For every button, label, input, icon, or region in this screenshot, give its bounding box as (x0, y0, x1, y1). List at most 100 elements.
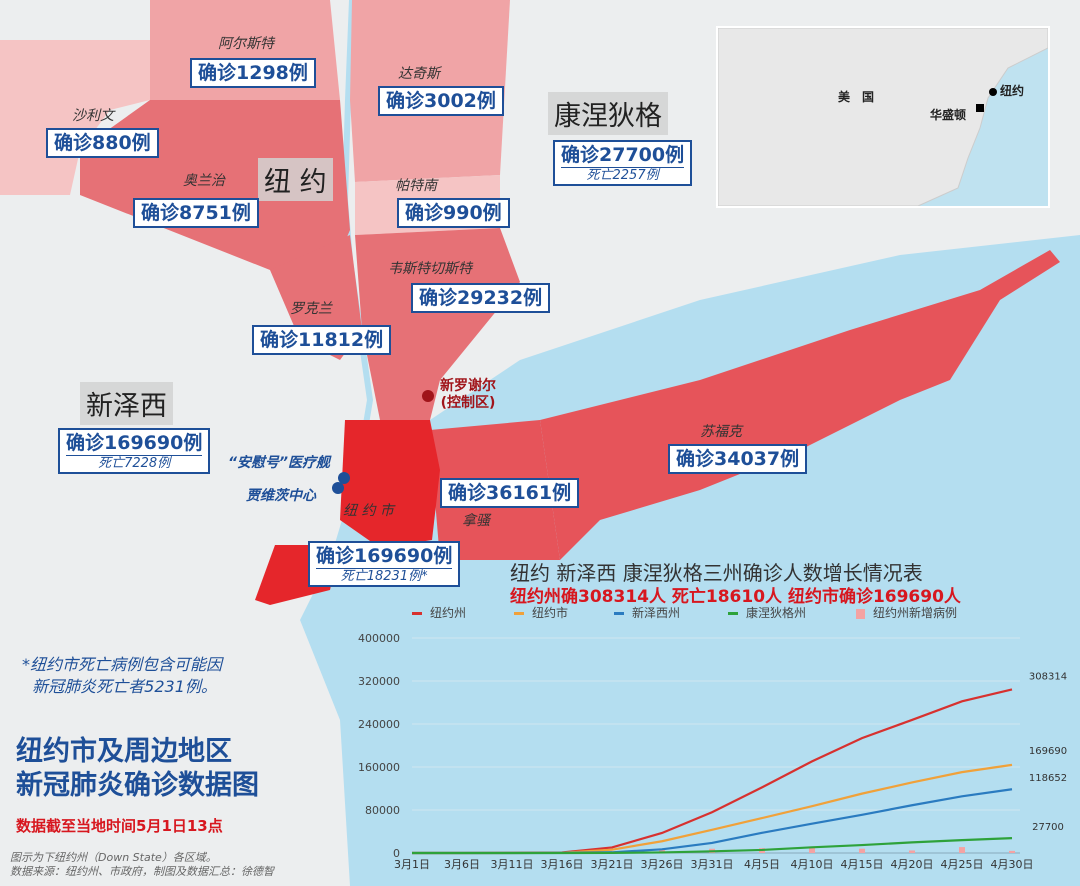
javits-center-dot (332, 482, 344, 494)
legend-label: 纽约市 (532, 606, 569, 620)
new-case-bar (809, 847, 815, 853)
inset-map: 美 国 纽约 华盛顿 (716, 26, 1050, 208)
y-tick-label: 320000 (358, 675, 400, 688)
inset-nyc-dot (989, 88, 997, 96)
new-case-bar (859, 848, 865, 853)
connecticut-case-box: 确诊27700例 死亡2257例 (553, 140, 693, 186)
new-rochelle-name: 新罗谢尔 (440, 378, 496, 394)
y-tick-label: 400000 (358, 632, 400, 645)
source-note: 图示为下纽约州（Down State）各区域。 数据来源：纽约州、市政府，制图及数… (10, 851, 274, 879)
y-tick-label: 160000 (358, 761, 400, 774)
main-title: 纽约市及周边地区 新冠肺炎确诊数据图 (16, 735, 259, 803)
new-rochelle-label: 新罗谢尔 (控制区) (440, 378, 496, 412)
case-box: 确诊11812例 (252, 325, 392, 355)
chart-title: 纽约 新泽西 康涅狄格三州确诊人数增长情况表 (510, 561, 923, 585)
region-suffolk (540, 250, 1060, 560)
state-label-new-jersey: 新泽西 (80, 382, 173, 425)
nyc-cases: 确诊169690例 (316, 545, 453, 567)
new-case-bar (909, 850, 915, 853)
end-value-label: 169690 (1029, 746, 1067, 757)
end-value-label: 308314 (1029, 671, 1067, 682)
title-line: 新冠肺炎确诊数据图 (16, 770, 259, 801)
title-line: 纽约市及周边地区 (16, 736, 232, 767)
region-name: 拿骚 (462, 513, 490, 529)
inset-dc-label: 华盛顿 (930, 108, 967, 122)
new-rochelle-sub: (控制区) (440, 395, 496, 411)
nj-cases: 确诊169690例 (66, 432, 203, 454)
x-tick-label: 3月11日 (491, 858, 534, 871)
javits-center-label: 贾维茨中心 (246, 488, 316, 504)
series-line (412, 837, 1013, 855)
region-name: 沙利文 (72, 108, 114, 124)
case-box: 确诊29232例 (411, 283, 551, 313)
region-name: 奥兰治 (183, 173, 225, 189)
case-box: 确诊36161例 (440, 478, 580, 508)
x-tick-label: 3月6日 (444, 858, 480, 871)
legend-swatch (514, 612, 524, 615)
region-name: 罗克兰 (290, 301, 332, 317)
legend-item: 纽约市 (514, 604, 568, 621)
new-case-bar (659, 849, 665, 853)
series-line (411, 688, 1013, 855)
legend-label: 康涅狄格州 (746, 606, 807, 620)
y-tick-label: 0 (393, 847, 400, 860)
case-box: 确诊3002例 (378, 86, 504, 116)
comfort-ship-dot (338, 472, 350, 484)
x-tick-label: 4月15日 (841, 858, 884, 871)
legend-label: 纽约州新增病例 (873, 606, 958, 620)
region-name: 韦斯特切斯特 (388, 261, 472, 277)
source-line: 数据来源：纽约州、市政府，制图及数据汇总：徐德智 (10, 865, 274, 878)
x-tick-label: 4月10日 (791, 858, 834, 871)
x-tick-label: 3月31日 (691, 858, 734, 871)
death-note-line: *纽约市死亡病例包含可能因 (22, 655, 223, 674)
x-tick-label: 3月1日 (394, 858, 430, 871)
state-label-connecticut: 康涅狄格 (548, 92, 668, 135)
as-of-note: 数据截至当地时间5月1日13点 (16, 817, 223, 835)
series-line (411, 763, 1013, 855)
region-westchester (355, 228, 520, 420)
legend-swatch (614, 612, 624, 615)
region-name: 纽 约 市 (343, 503, 394, 519)
legend-swatch (728, 612, 738, 615)
x-tick-label: 4月20日 (891, 858, 934, 871)
state-label-new-york: 纽 约 (258, 158, 333, 201)
legend-swatch (412, 612, 422, 615)
source-line: 图示为下纽约州（Down State）各区域。 (10, 851, 217, 864)
end-value-label: 118652 (1029, 773, 1067, 784)
y-tick-label: 80000 (365, 804, 400, 817)
series-line (411, 788, 1013, 855)
nyc-deaths: 死亡18231例* (316, 568, 453, 584)
end-value-label: 27700 (1032, 822, 1064, 833)
legend-label: 纽约州 (430, 606, 467, 620)
death-note-line: 新冠肺炎死亡者5231例。 (32, 677, 217, 696)
case-box: 确诊34037例 (668, 444, 808, 474)
case-box: 确诊880例 (46, 128, 159, 158)
death-note: *纽约市死亡病例包含可能因 新冠肺炎死亡者5231例。 (22, 654, 222, 698)
region-name: 达奇斯 (398, 66, 440, 82)
x-tick-label: 4月5日 (744, 858, 780, 871)
x-tick-label: 3月26日 (641, 858, 684, 871)
inset-usa-label: 美 国 (838, 90, 875, 104)
new-case-bar (959, 847, 965, 853)
region-name: 帕特南 (395, 178, 437, 194)
region-nyc (340, 420, 440, 548)
legend-item: 纽约州新增病例 (856, 604, 957, 621)
nyc-case-box: 确诊169690例 死亡18231例* (308, 541, 461, 587)
case-box: 确诊1298例 (190, 58, 316, 88)
y-tick-label: 240000 (358, 718, 400, 731)
new-jersey-case-box: 确诊169690例 死亡7228例 (58, 428, 211, 474)
x-tick-label: 3月21日 (591, 858, 634, 871)
legend-swatch (856, 608, 865, 619)
case-box: 确诊8751例 (133, 198, 259, 228)
region-name: 苏福克 (700, 424, 742, 440)
case-box: 确诊990例 (397, 198, 510, 228)
inset-us-land (718, 28, 1048, 206)
x-tick-label: 3月16日 (541, 858, 584, 871)
nj-deaths: 死亡7228例 (66, 455, 203, 471)
region-name: 阿尔斯特 (218, 36, 274, 52)
new-case-bar (1009, 850, 1015, 853)
comfort-ship-label: “安慰号”医疗舰 (228, 455, 331, 471)
legend-item: 纽约州 (412, 604, 466, 621)
chart-subtitle: 纽约州确308314人 死亡18610人 纽约市确诊169690人 (510, 587, 961, 607)
